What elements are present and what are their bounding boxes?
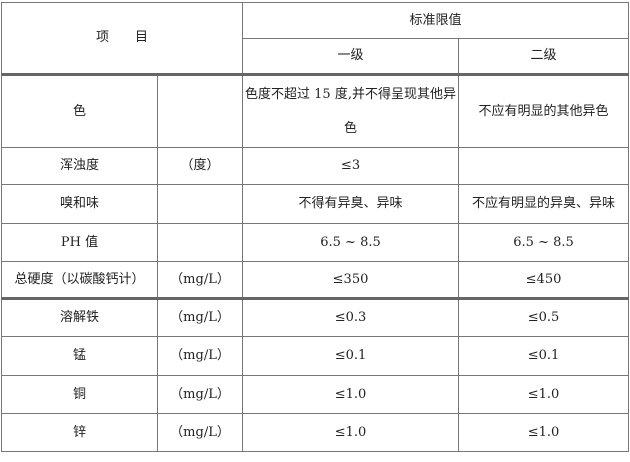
cell-grade2 bbox=[458, 147, 630, 185]
cell-grade1: ≤1.0 bbox=[242, 413, 460, 452]
cell-unit: （mg/L） bbox=[156, 413, 244, 452]
table-row: 溶解铁 （mg/L） ≤0.3 ≤0.5 bbox=[1, 297, 630, 337]
cell-grade1: ≤0.1 bbox=[242, 336, 460, 376]
table-row: 色 色度不超过 15 度,并不得呈现其他异色 不应有明显的其他异色 bbox=[1, 73, 630, 148]
header-standard-limit: 标准限值 bbox=[242, 2, 630, 39]
table-row: 总硬度（以碳酸钙计） （mg/L） ≤350 ≤450 bbox=[1, 261, 630, 299]
cell-item: 锰 bbox=[1, 336, 158, 376]
table-row: 铜 （mg/L） ≤1.0 ≤1.0 bbox=[1, 375, 630, 414]
cell-grade1: 6.5 ~ 8.5 bbox=[242, 223, 460, 262]
cell-grade1: ≤3 bbox=[242, 147, 460, 185]
table-row: 嗅和味 不得有异臭、异味 不应有明显的异臭、异味 bbox=[1, 184, 630, 224]
water-quality-table: 项 目 标准限值 一级 二级 色 色度不超过 15 度,并不得呈现其他异色 不应… bbox=[0, 2, 630, 452]
table-row: 浑浊度 （度） ≤3 bbox=[1, 147, 630, 185]
cell-unit: （度） bbox=[156, 147, 244, 185]
cell-item: 铜 bbox=[1, 375, 158, 414]
header-grade2: 二级 bbox=[458, 38, 630, 75]
cell-grade2: ≤1.0 bbox=[458, 375, 630, 414]
cell-grade2: 不应有明显的异臭、异味 bbox=[458, 184, 630, 224]
cell-grade1: ≤0.3 bbox=[242, 297, 460, 337]
table-row: PH 值 6.5 ~ 8.5 6.5 ~ 8.5 bbox=[1, 223, 630, 262]
cell-unit bbox=[156, 223, 244, 262]
cell-unit: （mg/L） bbox=[156, 336, 244, 376]
cell-item: PH 值 bbox=[1, 223, 158, 262]
cell-unit: （mg/L） bbox=[156, 375, 244, 414]
cell-item: 浑浊度 bbox=[1, 147, 158, 185]
cell-grade2: 6.5 ~ 8.5 bbox=[458, 223, 630, 262]
cell-grade2: ≤0.5 bbox=[458, 297, 630, 337]
cell-grade1: ≤350 bbox=[242, 261, 460, 299]
table-row: 锰 （mg/L） ≤0.1 ≤0.1 bbox=[1, 336, 630, 376]
table-row: 锌 （mg/L） ≤1.0 ≤1.0 bbox=[1, 413, 630, 452]
cell-grade1: 色度不超过 15 度,并不得呈现其他异色 bbox=[242, 73, 460, 148]
cell-grade2: ≤0.1 bbox=[458, 336, 630, 376]
cell-grade1: ≤1.0 bbox=[242, 375, 460, 414]
cell-item: 嗅和味 bbox=[1, 184, 158, 224]
cell-item: 锌 bbox=[1, 413, 158, 452]
cell-unit bbox=[156, 184, 244, 224]
cell-grade2: 不应有明显的其他异色 bbox=[458, 73, 630, 148]
header-item: 项 目 bbox=[0, 2, 244, 75]
cell-item: 总硬度（以碳酸钙计） bbox=[1, 261, 158, 299]
header-grade1: 一级 bbox=[242, 38, 460, 75]
cell-item: 色 bbox=[1, 73, 158, 148]
cell-grade2: ≤450 bbox=[458, 261, 630, 299]
cell-unit bbox=[156, 73, 244, 148]
cell-item: 溶解铁 bbox=[1, 297, 158, 337]
cell-grade1: 不得有异臭、异味 bbox=[242, 184, 460, 224]
cell-unit: （mg/L） bbox=[156, 297, 244, 337]
cell-unit: （mg/L） bbox=[156, 261, 244, 299]
cell-grade2: ≤1.0 bbox=[458, 413, 630, 452]
